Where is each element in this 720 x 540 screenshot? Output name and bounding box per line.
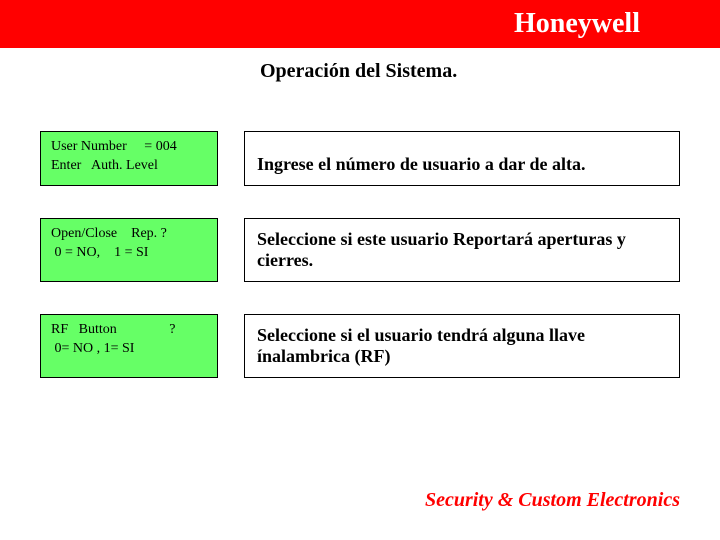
config-row: RF Button ? 0= NO , 1= SI Seleccione si …	[40, 314, 680, 378]
description-text: Seleccione si el usuario tendrá alguna l…	[257, 325, 667, 367]
lcd-display-box: Open/Close Rep. ? 0 = NO, 1 = SI	[40, 218, 218, 282]
description-text: Ingrese el número de usuario a dar de al…	[257, 154, 586, 175]
lcd-line-2: Enter Auth. Level	[51, 157, 207, 176]
lcd-line-1: RF Button ?	[51, 321, 207, 340]
description-box: Seleccione si este usuario Reportará ape…	[244, 218, 680, 282]
config-row: User Number = 004 Enter Auth. Level Ingr…	[40, 131, 680, 186]
description-text: Seleccione si este usuario Reportará ape…	[257, 229, 667, 271]
lcd-line-2: 0 = NO, 1 = SI	[51, 244, 207, 263]
lcd-line-1: Open/Close Rep. ?	[51, 225, 207, 244]
content-area: User Number = 004 Enter Auth. Level Ingr…	[0, 131, 720, 378]
config-row: Open/Close Rep. ? 0 = NO, 1 = SI Selecci…	[40, 218, 680, 282]
description-box: Ingrese el número de usuario a dar de al…	[244, 131, 680, 186]
description-box: Seleccione si el usuario tendrá alguna l…	[244, 314, 680, 378]
lcd-line-2: 0= NO , 1= SI	[51, 340, 207, 359]
lcd-display-box: User Number = 004 Enter Auth. Level	[40, 131, 218, 186]
footer-text: Security & Custom Electronics	[425, 489, 680, 512]
lcd-line-1: User Number = 004	[51, 138, 207, 157]
header-bar: Honeywell	[0, 0, 720, 48]
page-subtitle: Operación del Sistema.	[260, 60, 720, 83]
lcd-display-box: RF Button ? 0= NO , 1= SI	[40, 314, 218, 378]
brand-title: Honeywell	[514, 8, 640, 40]
